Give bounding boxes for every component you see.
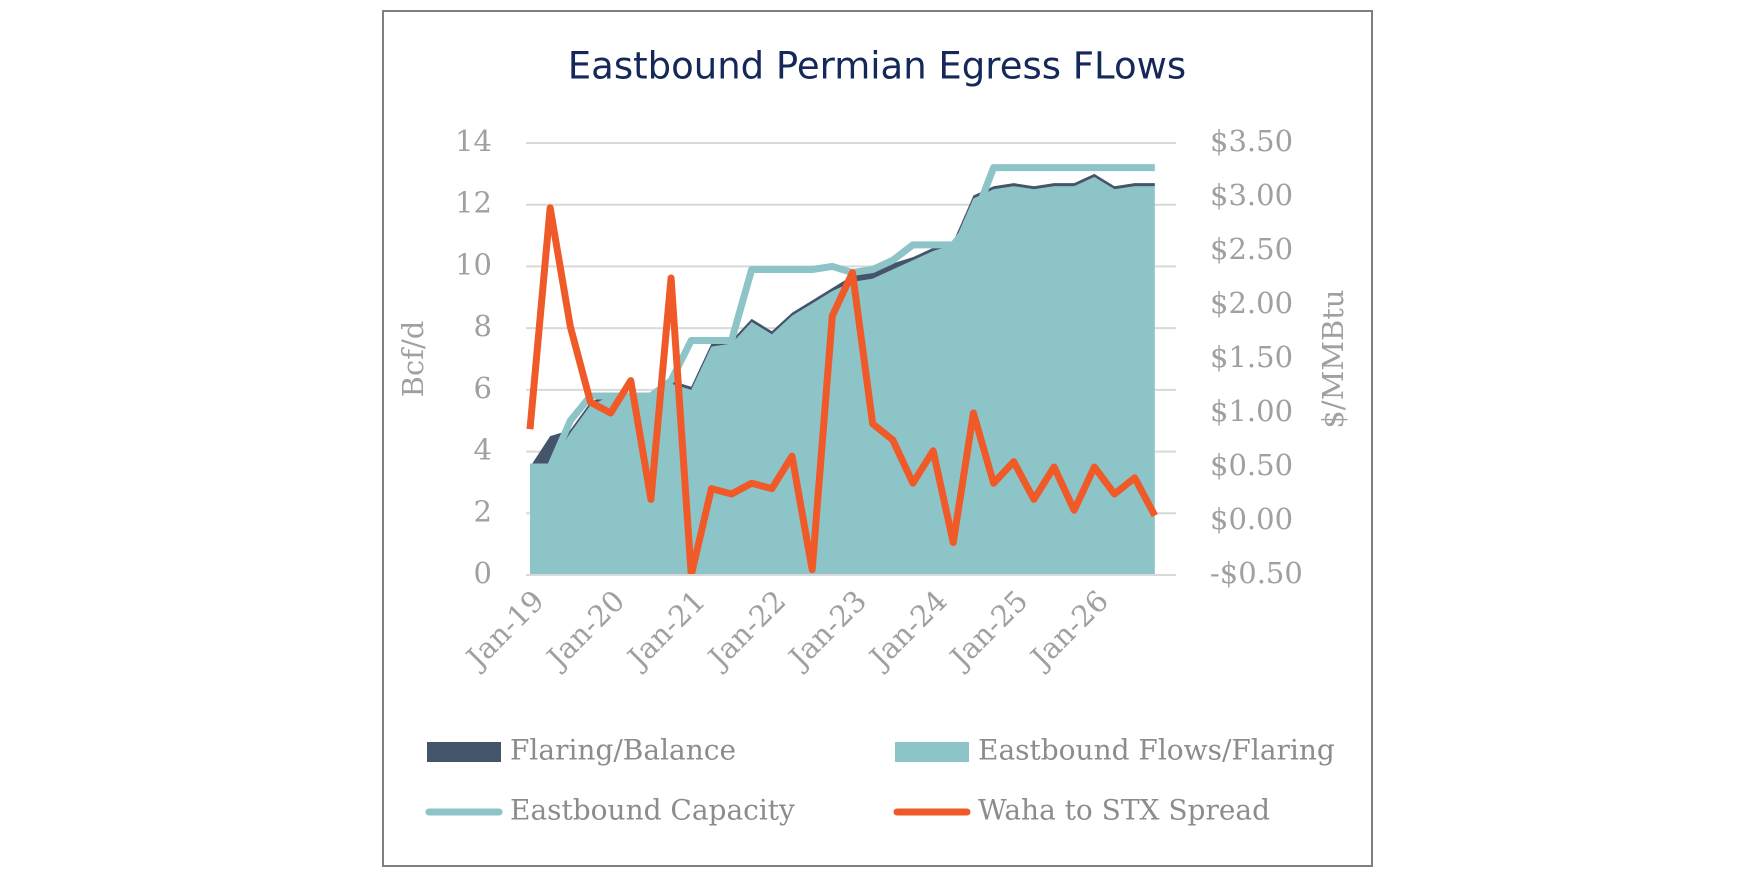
y-tick-label: 12: [455, 186, 492, 220]
legend: Flaring/Balance Eastbound Flows/Flaring Ea…: [425, 734, 1335, 827]
line: [526, 204, 1158, 575]
y-tick-label: 0: [474, 556, 492, 590]
y-axis-label: Bcf/d: [396, 321, 430, 398]
y-tick-label: 14: [455, 124, 492, 158]
y-tick-label: 4: [474, 433, 492, 467]
legend-swatch: [427, 742, 501, 762]
y2-axis-label: $/MMBtu: [1316, 289, 1350, 428]
y2-tick-label: $0.00: [1210, 502, 1293, 536]
plot-area: [526, 164, 1158, 575]
legend-swatch: [895, 742, 969, 762]
y-tick-label: 10: [455, 247, 492, 281]
y2-tick-label: $3.00: [1210, 178, 1293, 212]
y2-tick-label: $1.50: [1210, 340, 1293, 374]
y2-tick-label: $2.00: [1210, 286, 1293, 320]
y-tick-label: 8: [474, 309, 492, 343]
chart-title: Eastbound Permian Egress FLows: [568, 45, 1186, 88]
y-tick-label: 2: [474, 494, 492, 528]
y2-tick-label: $2.50: [1210, 232, 1293, 266]
legend-label: Flaring/Balance: [510, 734, 736, 767]
legend-label: Eastbound Flows/Flaring: [978, 734, 1335, 767]
legend-label: Waha to STX Spread: [978, 794, 1270, 827]
y2-tick-label: $3.50: [1210, 124, 1293, 158]
y2-tick-label: $1.00: [1210, 394, 1293, 428]
y-tick-label: 6: [474, 371, 492, 405]
y2-tick-label: $0.50: [1210, 448, 1293, 482]
legend-label: Eastbound Capacity: [510, 794, 795, 827]
y2-tick-label: -$0.50: [1210, 556, 1303, 590]
